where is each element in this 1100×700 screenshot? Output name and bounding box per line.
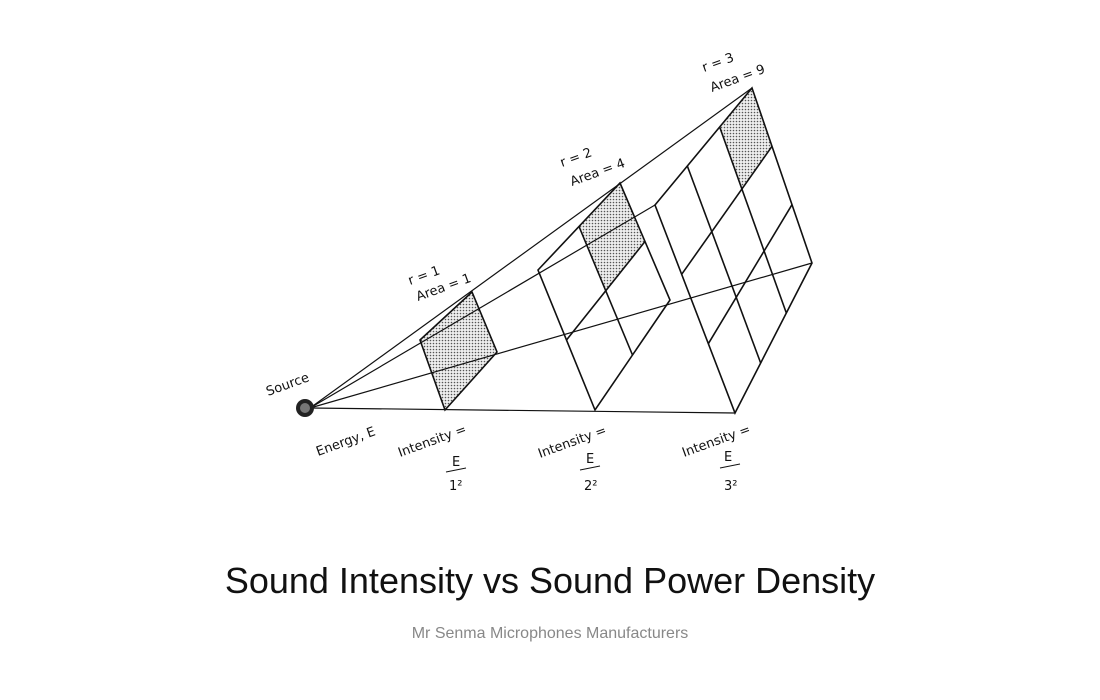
shaded-cell <box>420 292 497 410</box>
diagram: Source Energy, E r = 1 Area = 1 Intensit… <box>264 50 813 494</box>
denominator: 2² <box>584 479 597 494</box>
denominator: 3² <box>724 479 737 494</box>
shaded-cell <box>579 183 645 291</box>
numerator: E <box>724 450 732 465</box>
radius-label: r = 3 <box>700 50 736 75</box>
fraction-bar <box>719 463 741 469</box>
grid-line <box>707 204 793 345</box>
energy-label: Energy, E <box>314 424 377 459</box>
title: Sound Intensity vs Sound Power Density <box>224 560 876 601</box>
source-icon-inner <box>300 403 310 413</box>
radius-label: r = 2 <box>558 145 594 170</box>
numerator: E <box>452 455 460 470</box>
plane <box>419 290 498 412</box>
plane <box>537 181 671 412</box>
grid-line <box>681 145 773 275</box>
grid-line <box>565 241 646 341</box>
grid-line <box>686 165 762 364</box>
intensity-label: Intensity = <box>680 422 752 461</box>
intensity-label: Intensity = <box>536 423 608 462</box>
ray <box>309 87 753 409</box>
ray <box>309 262 813 409</box>
numerator: E <box>586 452 594 467</box>
ray <box>309 407 736 414</box>
geometry <box>309 86 813 415</box>
fraction-bar <box>579 465 601 471</box>
ray <box>309 204 656 409</box>
denominator: 1² <box>449 479 462 494</box>
subtitle: Mr Senma Microphones Manufacturers <box>411 625 689 642</box>
shaded-cell <box>719 88 772 189</box>
fraction-bar <box>445 467 467 473</box>
grid-line <box>718 126 788 314</box>
source-label: Source <box>264 370 311 399</box>
